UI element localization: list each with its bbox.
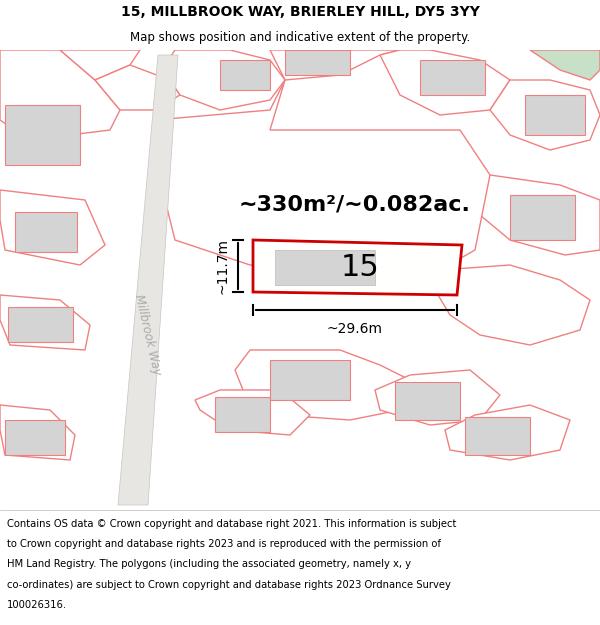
Polygon shape [60, 50, 140, 80]
Text: ~330m²/~0.082ac.: ~330m²/~0.082ac. [239, 195, 471, 215]
Polygon shape [475, 175, 600, 255]
Text: 100026316.: 100026316. [7, 600, 67, 610]
Polygon shape [380, 50, 510, 115]
Bar [270, 360, 350, 400]
Bar [525, 95, 585, 135]
Polygon shape [490, 80, 600, 150]
Polygon shape [375, 370, 500, 425]
Bar [5, 420, 65, 455]
Bar [465, 417, 530, 455]
Bar [15, 212, 77, 252]
Polygon shape [155, 80, 490, 270]
Bar [215, 397, 270, 432]
Polygon shape [0, 50, 120, 140]
Polygon shape [165, 50, 285, 110]
Bar [8, 307, 73, 342]
Polygon shape [435, 265, 590, 345]
Polygon shape [445, 405, 570, 460]
Text: Millbrook Way: Millbrook Way [133, 293, 164, 377]
Text: to Crown copyright and database rights 2023 and is reproduced with the permissio: to Crown copyright and database rights 2… [7, 539, 441, 549]
Polygon shape [195, 390, 310, 435]
Polygon shape [95, 65, 180, 110]
Text: 15: 15 [341, 253, 379, 281]
Polygon shape [530, 50, 600, 80]
Polygon shape [235, 350, 410, 420]
Polygon shape [270, 50, 400, 80]
Bar [5, 105, 80, 165]
Text: ~11.7m: ~11.7m [216, 238, 230, 294]
Bar [285, 50, 350, 75]
Polygon shape [0, 405, 75, 460]
Bar [395, 382, 460, 420]
Polygon shape [253, 240, 462, 295]
Polygon shape [0, 295, 90, 350]
Text: Contains OS data © Crown copyright and database right 2021. This information is : Contains OS data © Crown copyright and d… [7, 519, 457, 529]
Bar [420, 60, 485, 95]
Bar [275, 250, 375, 285]
Text: co-ordinates) are subject to Crown copyright and database rights 2023 Ordnance S: co-ordinates) are subject to Crown copyr… [7, 579, 451, 589]
Polygon shape [0, 190, 105, 265]
Text: Map shows position and indicative extent of the property.: Map shows position and indicative extent… [130, 31, 470, 44]
Polygon shape [118, 55, 178, 505]
Bar [220, 60, 270, 90]
Bar [510, 195, 575, 240]
Text: 15, MILLBROOK WAY, BRIERLEY HILL, DY5 3YY: 15, MILLBROOK WAY, BRIERLEY HILL, DY5 3Y… [121, 6, 479, 19]
Text: ~29.6m: ~29.6m [327, 322, 383, 336]
Text: HM Land Registry. The polygons (including the associated geometry, namely x, y: HM Land Registry. The polygons (includin… [7, 559, 411, 569]
